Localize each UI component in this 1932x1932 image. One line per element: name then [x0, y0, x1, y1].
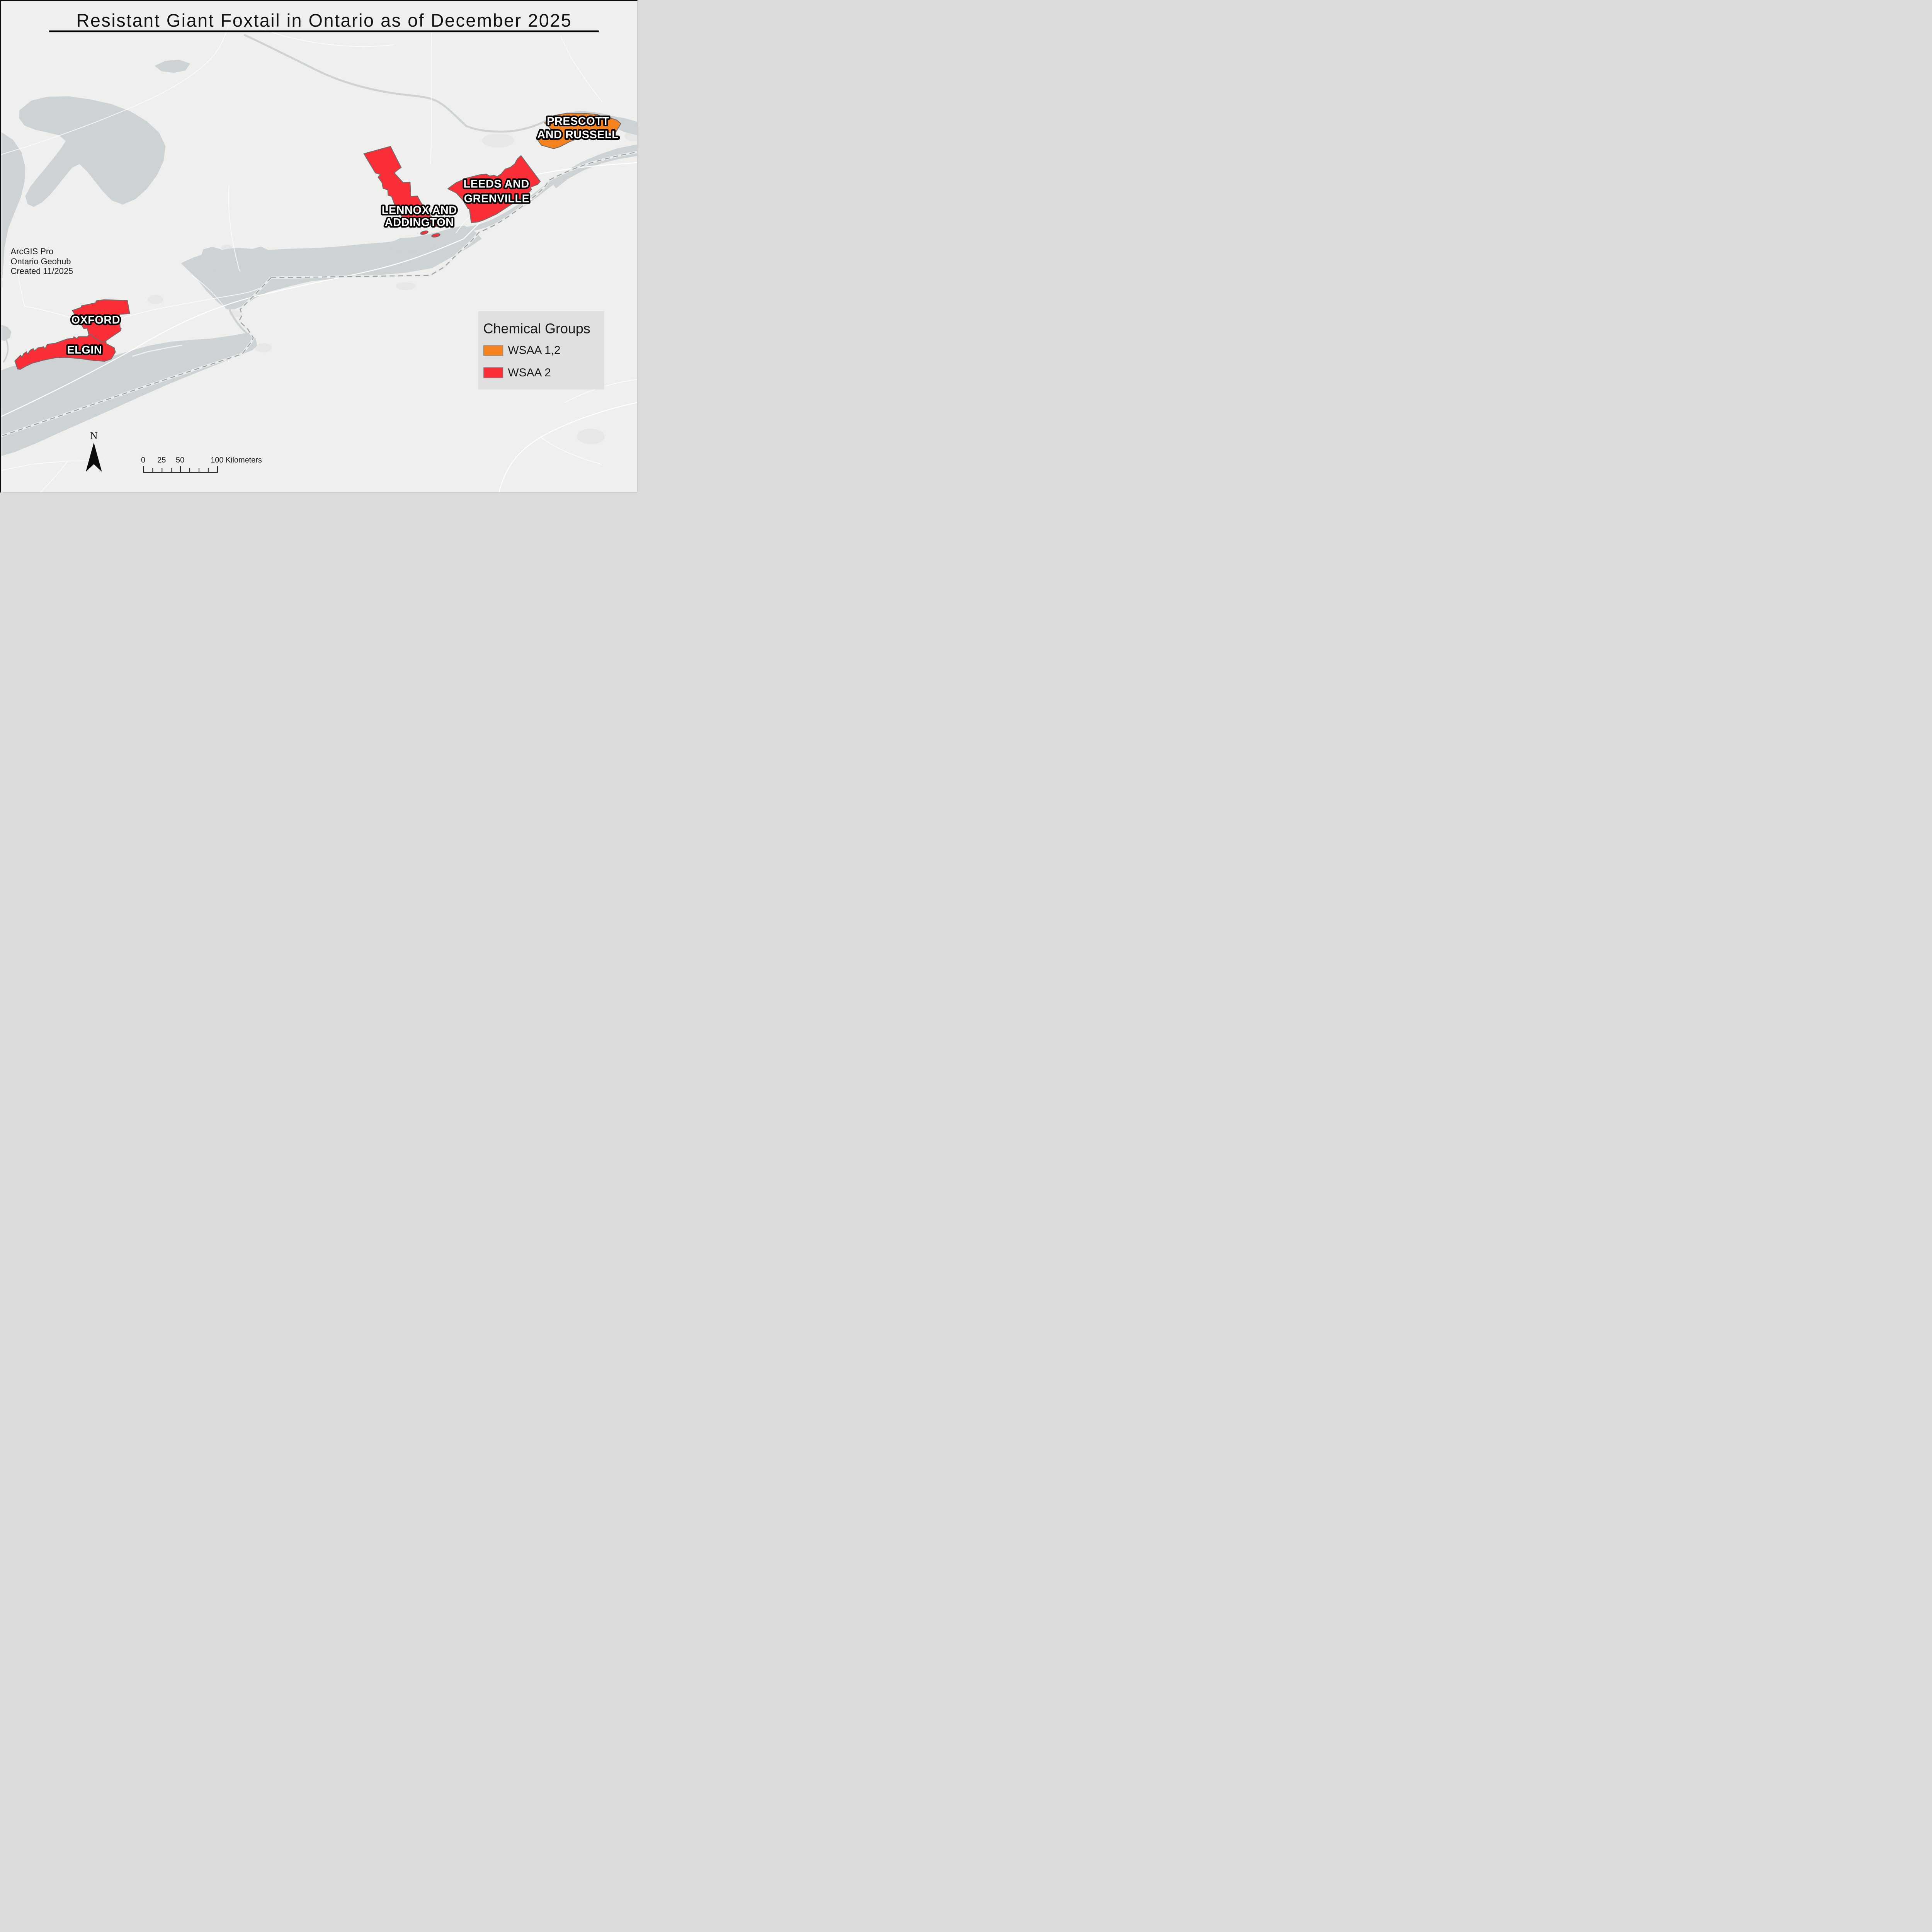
- county-labels: PRESCOTT AND RUSSELL LEEDS AND GRENVILLE…: [66, 114, 620, 358]
- county-layer: [14, 113, 621, 370]
- detroit-river: [3, 338, 9, 363]
- title-block: Resistant Giant Foxtail in Ontario as of…: [49, 10, 599, 32]
- lake-huron: [1, 132, 26, 292]
- svg-text:Created 11/2025: Created 11/2025: [11, 266, 73, 276]
- lake-erie: [1, 332, 257, 456]
- svg-text:25: 25: [157, 456, 166, 464]
- label-prescott-line1: PRESCOTT: [547, 115, 609, 128]
- scale-bar-unit: Kilometers: [226, 456, 262, 464]
- label-oxford: OXFORD: [71, 314, 121, 326]
- label-elgin: ELGIN: [67, 344, 102, 356]
- lake-st-clair: [1, 325, 12, 341]
- scale-bar: 0 25 50 100 Kilometers: [141, 456, 262, 473]
- title-underline: [49, 30, 599, 32]
- lake-ontario: [181, 225, 482, 310]
- county-shape-prescott-and-russell: [537, 113, 621, 149]
- label-leeds-line2: GRENVILLE: [464, 192, 530, 205]
- legend-title: Chemical Groups: [483, 321, 590, 336]
- legend-swatch-wsaa2: [483, 367, 503, 378]
- north-arrow-label: N: [90, 430, 97, 441]
- niagara-river: [228, 308, 252, 337]
- svg-text:ArcGIS Pro: ArcGIS Pro: [11, 247, 54, 256]
- legend-label-wsaa12: WSAA 1,2: [508, 344, 560, 357]
- svg-text:50: 50: [176, 456, 184, 464]
- legend-swatch-wsaa12: [483, 345, 503, 356]
- bay-of-quinte: [385, 243, 437, 253]
- county-shape-lennox-and-addington: [363, 146, 441, 228]
- north-arrow-icon: [85, 442, 102, 472]
- water-layer: [1, 60, 637, 456]
- county-shape-lennox-island-2: [431, 233, 440, 238]
- map-canvas: PRESCOTT AND RUSSELL LEEDS AND GRENVILLE…: [1, 1, 637, 492]
- north-arrow: N: [85, 430, 102, 472]
- label-leeds-line1: LEEDS AND: [463, 178, 529, 190]
- svg-text:0: 0: [141, 456, 145, 464]
- lake-nipissing: [155, 60, 190, 73]
- svg-text:Ontario Geohub: Ontario Geohub: [11, 257, 71, 266]
- svg-text:100: 100: [211, 456, 223, 464]
- legend-label-wsaa2: WSAA 2: [508, 366, 551, 379]
- label-lennox-line2: ADDINGTON: [385, 216, 454, 229]
- county-shape-lennox-island-1: [420, 230, 429, 235]
- lake-georgian-bay: [19, 96, 166, 207]
- international-border: [1, 151, 637, 437]
- label-lennox-line1: LENNOX AND: [382, 204, 457, 216]
- county-shape-elgin: [14, 334, 116, 370]
- page-title: Resistant Giant Foxtail in Ontario as of…: [77, 10, 572, 31]
- long-point-spit: [132, 344, 183, 357]
- county-shape-leeds-and-grenville: [447, 155, 541, 223]
- map-credits: ArcGIS Pro Ontario Geohub Created 11/202…: [11, 247, 73, 276]
- legend: Chemical Groups WSAA 1,2 WSAA 2: [478, 311, 604, 389]
- label-prescott-line2: AND RUSSELL: [537, 129, 619, 141]
- ottawa-river: [244, 34, 637, 133]
- map-page: PRESCOTT AND RUSSELL LEEDS AND GRENVILLE…: [0, 0, 638, 493]
- lake-simcoe: [200, 247, 225, 272]
- land-background: [1, 1, 637, 492]
